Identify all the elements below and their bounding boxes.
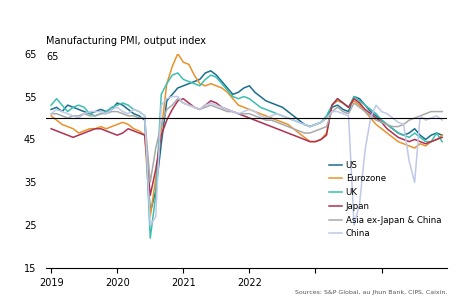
Asia ex-Japan & China bbox=[191, 105, 197, 109]
China bbox=[148, 224, 153, 227]
Line: Eurozone: Eurozone bbox=[51, 54, 442, 217]
UK bbox=[307, 125, 313, 128]
Asia ex-Japan & China bbox=[148, 181, 153, 184]
Eurozone bbox=[148, 215, 153, 218]
Line: US: US bbox=[51, 71, 442, 212]
China bbox=[307, 125, 313, 128]
US bbox=[103, 110, 109, 113]
Asia ex-Japan & China bbox=[103, 112, 109, 116]
Japan bbox=[280, 129, 285, 133]
Line: Asia ex-Japan & China: Asia ex-Japan & China bbox=[51, 99, 442, 182]
Eurozone bbox=[324, 131, 329, 135]
US bbox=[186, 82, 192, 86]
Text: Sources: S&P Global, au Jhun Bank, CIPS, Caixin.: Sources: S&P Global, au Jhun Bank, CIPS,… bbox=[295, 290, 447, 295]
UK bbox=[103, 110, 109, 113]
Eurozone bbox=[175, 52, 181, 55]
Japan bbox=[191, 105, 197, 109]
Asia ex-Japan & China bbox=[417, 114, 423, 118]
Asia ex-Japan & China bbox=[280, 123, 285, 126]
US bbox=[307, 125, 313, 128]
China bbox=[103, 112, 109, 116]
UK bbox=[324, 114, 329, 118]
China bbox=[191, 105, 197, 109]
Eurozone bbox=[307, 140, 313, 143]
US bbox=[148, 211, 153, 214]
Japan bbox=[181, 97, 186, 100]
China bbox=[417, 114, 423, 118]
UK bbox=[48, 103, 54, 107]
Asia ex-Japan & China bbox=[175, 97, 181, 100]
US bbox=[280, 105, 285, 109]
UK bbox=[439, 140, 445, 143]
Japan bbox=[148, 193, 153, 197]
Asia ex-Japan & China bbox=[307, 131, 313, 135]
UK bbox=[417, 136, 423, 139]
Japan bbox=[48, 127, 54, 131]
Japan bbox=[307, 140, 313, 143]
China bbox=[280, 114, 285, 118]
Line: UK: UK bbox=[51, 73, 442, 238]
Asia ex-Japan & China bbox=[324, 125, 329, 128]
Asia ex-Japan & China bbox=[48, 112, 54, 116]
UK bbox=[148, 236, 153, 240]
Text: 65: 65 bbox=[46, 52, 59, 62]
Eurozone bbox=[280, 120, 285, 124]
Japan bbox=[417, 140, 423, 143]
China bbox=[439, 118, 445, 122]
Japan bbox=[103, 129, 109, 133]
Eurozone bbox=[191, 73, 197, 77]
Legend: US, Eurozone, UK, Japan, Asia ex-Japan & China, China: US, Eurozone, UK, Japan, Asia ex-Japan &… bbox=[328, 159, 443, 240]
Line: Japan: Japan bbox=[51, 99, 442, 195]
US bbox=[48, 108, 54, 111]
China bbox=[170, 95, 175, 98]
UK bbox=[175, 71, 181, 75]
Eurozone bbox=[48, 114, 54, 118]
US bbox=[208, 69, 213, 73]
Eurozone bbox=[439, 134, 445, 137]
Japan bbox=[324, 134, 329, 137]
UK bbox=[280, 114, 285, 118]
US bbox=[417, 134, 423, 137]
China bbox=[48, 112, 54, 116]
Asia ex-Japan & China bbox=[439, 110, 445, 113]
Line: China: China bbox=[51, 97, 442, 225]
US bbox=[439, 134, 445, 137]
Eurozone bbox=[103, 127, 109, 131]
Text: Manufacturing PMI, output index: Manufacturing PMI, output index bbox=[46, 36, 206, 46]
Eurozone bbox=[417, 142, 423, 145]
UK bbox=[191, 82, 197, 86]
Japan bbox=[439, 136, 445, 139]
China bbox=[324, 116, 329, 120]
US bbox=[324, 116, 329, 120]
